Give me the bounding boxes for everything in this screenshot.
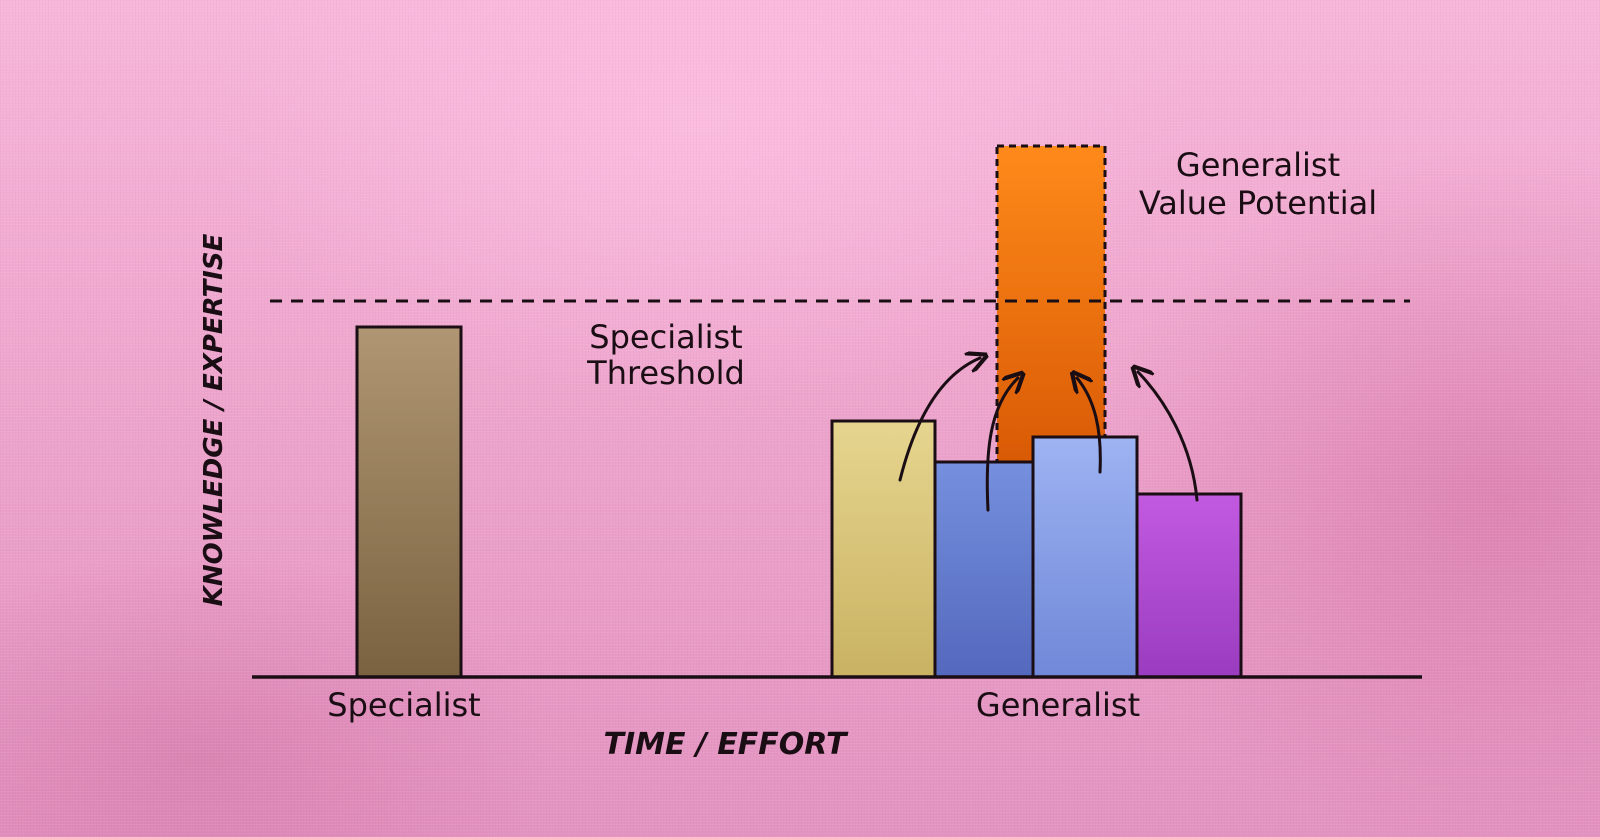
- generalist-bar-3: [1031, 435, 1139, 679]
- y-axis-title: KNOWLEDGE / EXPERTISE: [199, 233, 229, 606]
- arrow-icon: [1138, 372, 1199, 502]
- generalist-bar-4: [1135, 492, 1243, 679]
- category-label-generalist: Generalist: [976, 686, 1140, 724]
- threshold-label-line1: Specialist: [589, 318, 742, 356]
- arrow-icon: [985, 378, 1018, 512]
- generalist-value-potential-bar: [995, 144, 1107, 464]
- potential-label-line1: Generalist: [1176, 146, 1340, 184]
- contribution-arrows: [898, 358, 1199, 512]
- potential-label-line2: Value Potential: [1139, 184, 1377, 222]
- category-label-specialist: Specialist: [327, 686, 480, 724]
- x-axis-title: TIME / EFFORT: [603, 727, 849, 762]
- generalist-bar-2: [933, 460, 1035, 679]
- specialist-bar: [355, 325, 463, 679]
- arrow-icon: [898, 358, 980, 482]
- generalist-bars: [830, 419, 1243, 679]
- generalist-bar-1: [830, 419, 937, 679]
- threshold-label-line2: Threshold: [586, 354, 745, 392]
- arrow-icon: [1077, 378, 1102, 474]
